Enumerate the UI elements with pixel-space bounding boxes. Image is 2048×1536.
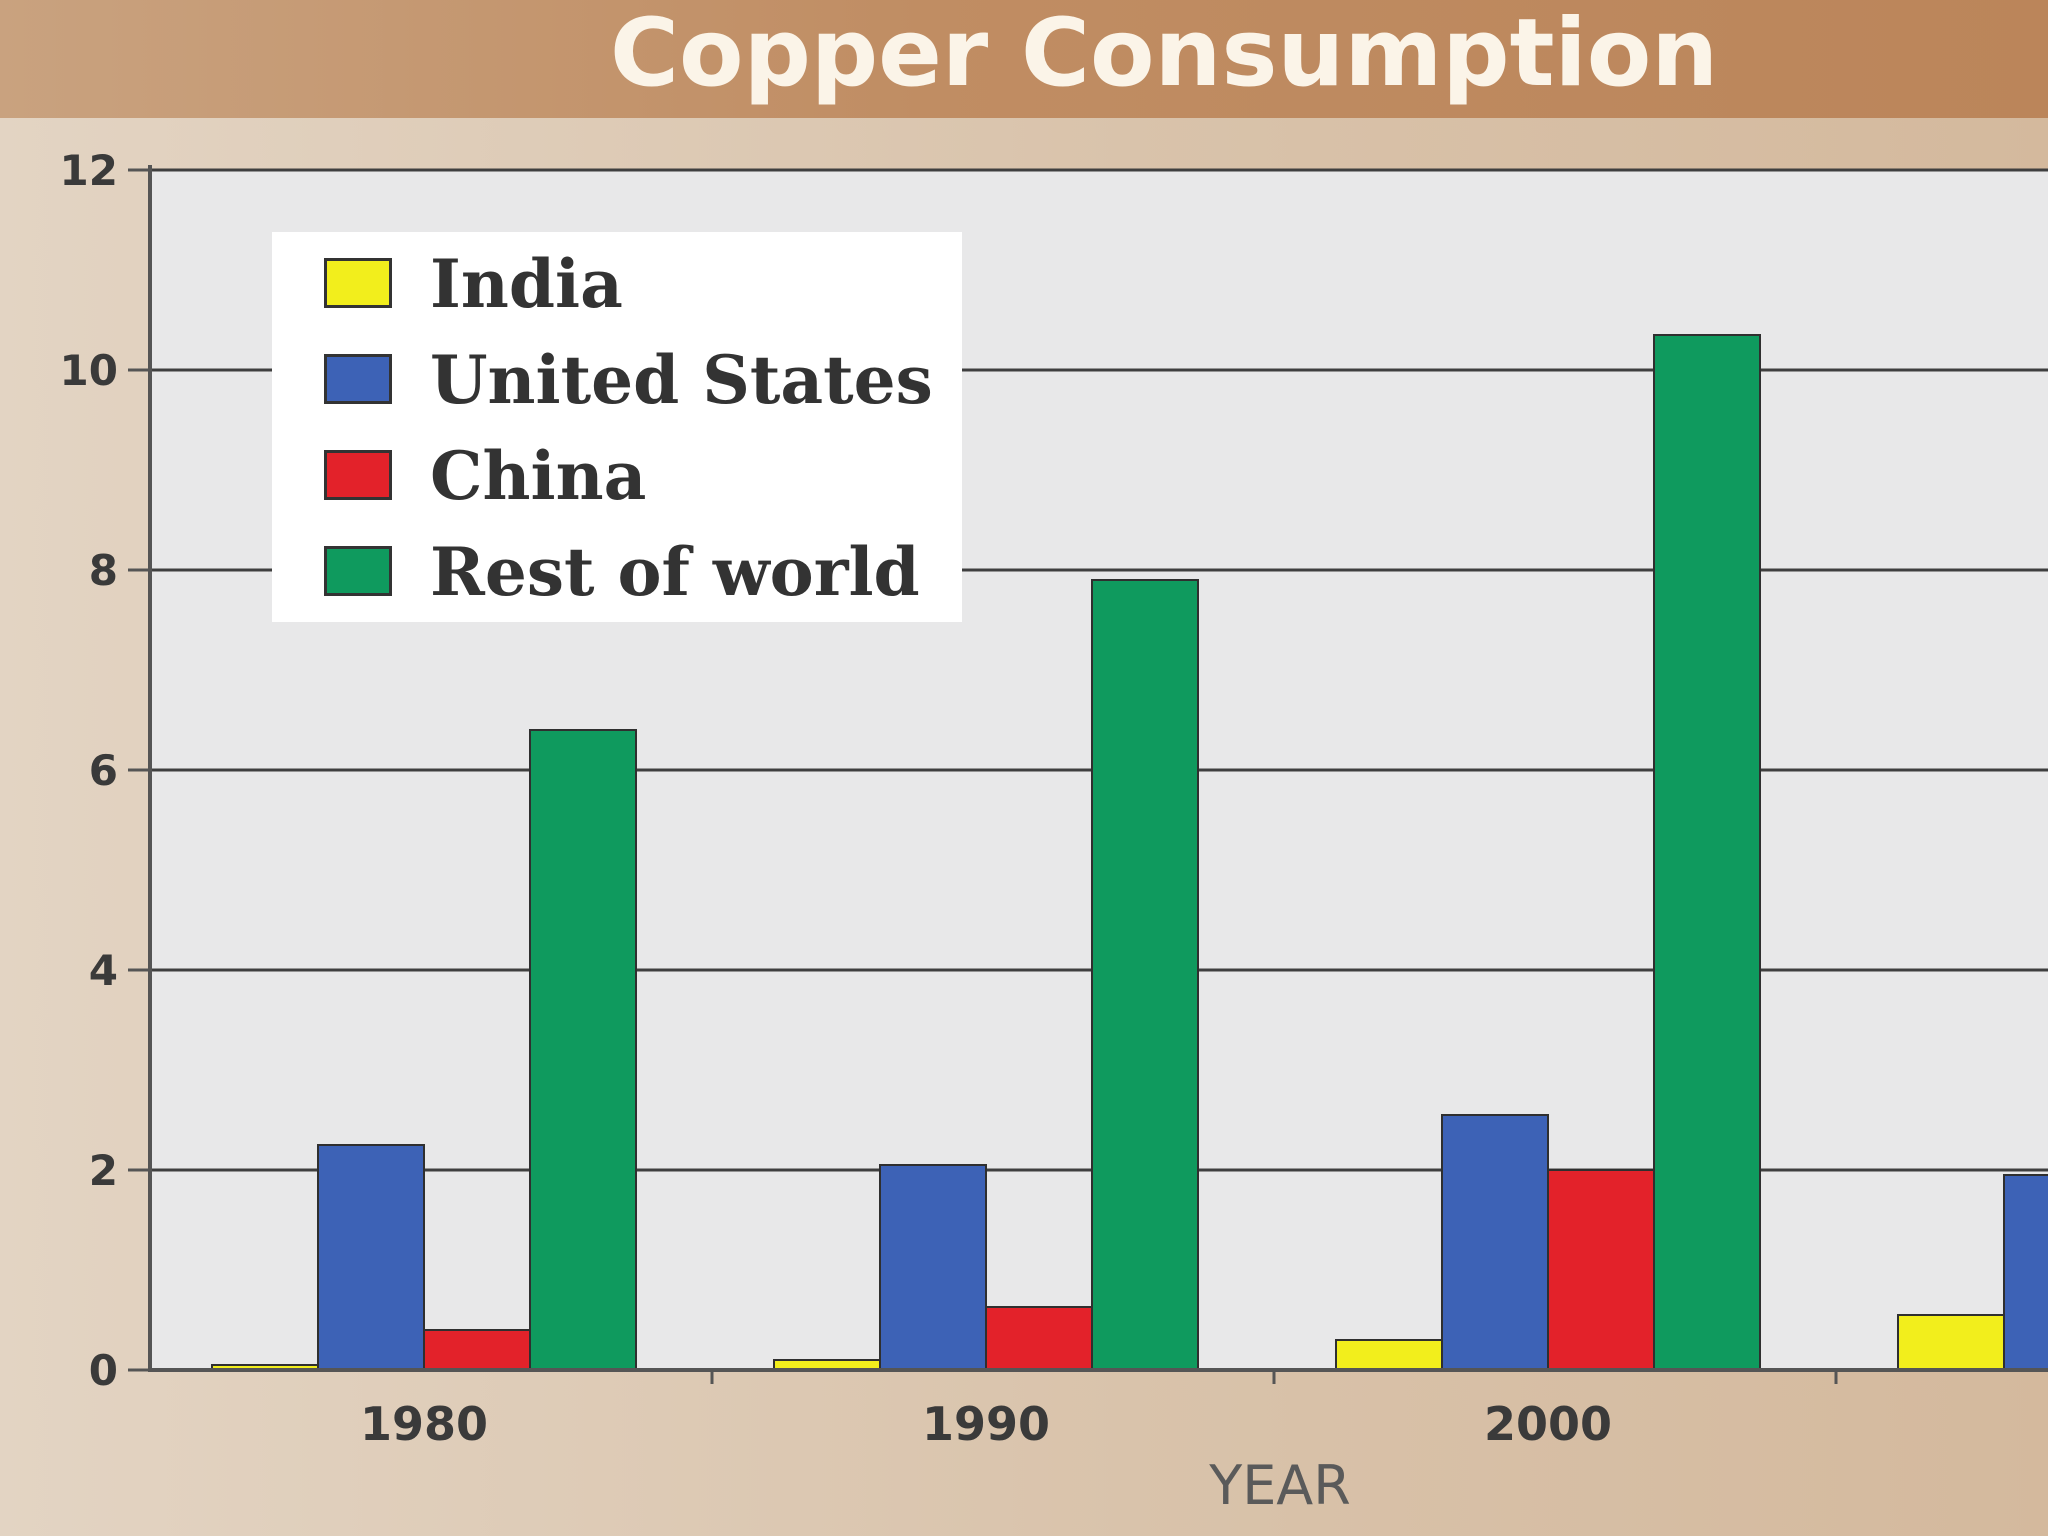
y-tick-labels: 0 2 4 6 8 10 12 [60,146,150,1395]
bar-rest-of-world-1990 [1091,579,1199,1371]
legend-swatch-china [324,450,392,500]
legend-item-china: China [324,432,944,515]
x-axis-label: YEAR [1208,1454,1351,1517]
legend-label-india: India [430,245,623,323]
legend-swatch-india [324,258,392,308]
y-tick-label-4: 4 [89,946,118,995]
bar-china-2000 [1547,1169,1655,1371]
bar-rest-of-world-2000 [1653,334,1761,1371]
legend-swatch-rest-of-world [324,546,392,596]
bar-united-states-1990 [879,1164,987,1371]
bar-united-states-1980 [317,1144,425,1371]
bar-rest-of-world-1980 [529,729,637,1371]
y-tick-label-12: 12 [60,146,118,195]
x-tick-label-1990: 1990 [922,1397,1050,1451]
y-tick-label-8: 8 [89,546,118,595]
bars [211,334,2048,1371]
legend-item-united-states: United States [324,336,944,419]
x-tick-label-2000: 2000 [1484,1397,1612,1451]
bar-india-2000 [1335,1339,1443,1371]
legend-label-china: China [430,437,647,515]
legend-label-united-states: United States [430,341,933,419]
x-tick-labels: 1980199020002 [360,1370,1838,1451]
y-tick-label-6: 6 [89,746,118,795]
x-tick-label-1980: 1980 [360,1397,488,1451]
bar-china-1990 [985,1306,1093,1371]
legend-label-rest-of-world: Rest of world [430,533,920,611]
y-tick-label-0: 0 [89,1346,118,1395]
legend-item-rest-of-world: Rest of world [324,528,944,611]
legend: India United States China Rest of world [272,232,962,622]
y-tick-label-2: 2 [89,1146,118,1195]
y-tick-label-10: 10 [60,346,118,395]
title-band: Copper Consumption [0,0,2048,118]
bar-united-states-2000 [1441,1114,1549,1371]
legend-item-india: India [324,240,944,323]
chart-title: Copper Consumption [610,0,1719,108]
bar-india-2 [1897,1314,2005,1371]
bar-china-1980 [423,1329,531,1371]
legend-swatch-united-states [324,354,392,404]
bar-united-states-2 [2003,1174,2048,1371]
